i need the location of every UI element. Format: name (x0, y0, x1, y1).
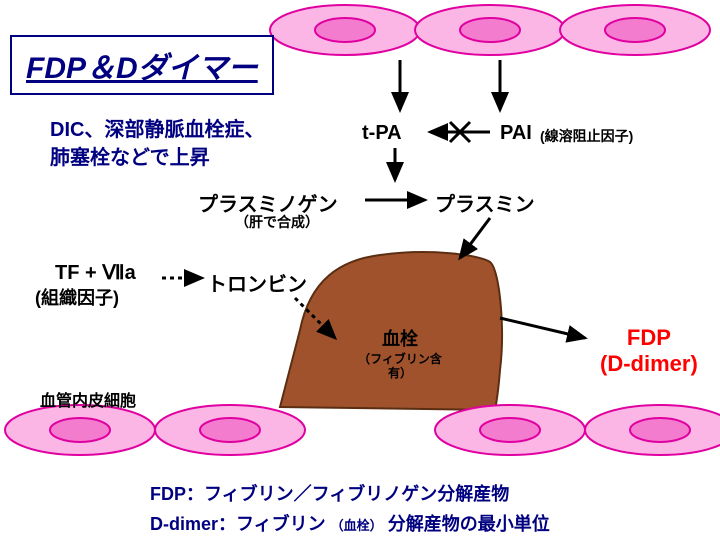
cell-nucleus (315, 18, 375, 42)
label-pai: PAI (500, 122, 532, 145)
label-tpa: t-PA (362, 122, 402, 145)
ddimer-text: (D-dimer) (600, 351, 698, 376)
thrombus-sublabel2: 有） (388, 365, 412, 380)
label-thrombin: トロンビン (207, 268, 307, 297)
label-tf_note: (組織因子) (35, 284, 119, 310)
label-pai_note: (線溶阻止因子) (540, 126, 633, 146)
subtitle: DIC、深部静脈血栓症、 肺塞栓などで上昇 (50, 116, 264, 172)
thrombus-sublabel: （フィブリン含 (358, 351, 443, 366)
cell-nucleus (50, 418, 110, 442)
label-plasmin: プラスミン (435, 188, 535, 217)
label-tf_viia: TF + Ⅶa (55, 260, 136, 285)
arrow-clot_to_fdp (500, 318, 585, 338)
label-endothelium: 血管内皮細胞 (40, 387, 136, 411)
title-text: FDP＆Dダイマー (26, 52, 258, 85)
title-box: FDP＆Dダイマー (10, 35, 274, 95)
cell-nucleus (460, 18, 520, 42)
subtitle-line1: DIC、深部静脈血栓症、 (50, 119, 264, 141)
footnote-ddimer: D-dimer：フィブリン （血栓） 分解産物の最小単位 (150, 510, 550, 536)
fdp-result-label: FDP (D-dimer) (600, 325, 698, 378)
footnote-fdp: FDP：フィブリン／フィブリノゲン分解産物 (150, 480, 509, 506)
arrow-plasmin_to_clot (460, 218, 490, 258)
cell-nucleus (605, 18, 665, 42)
fdp-text: FDP (627, 325, 671, 350)
subtitle-line2: 肺塞栓などで上昇 (50, 147, 210, 169)
cell-nucleus (200, 418, 260, 442)
label-plasminogen_note: （肝で合成） (235, 212, 319, 232)
cell-nucleus (480, 418, 540, 442)
thrombus-label: 血栓 (382, 328, 418, 349)
cell-nucleus (630, 418, 690, 442)
